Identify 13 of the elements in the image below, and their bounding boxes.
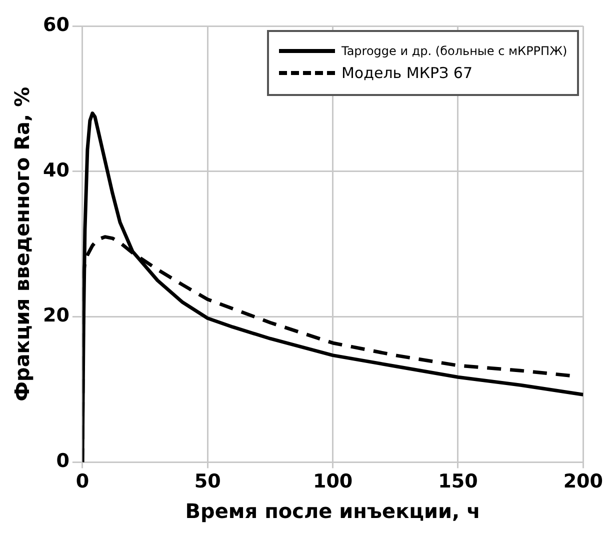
y-tick-label: 20 xyxy=(42,304,70,327)
y-tick-label: 40 xyxy=(42,159,70,182)
y-tick-label: 0 xyxy=(56,450,70,472)
x-tick-label: 100 xyxy=(312,470,353,493)
y-axis-title: Фракция введенного Ra, % xyxy=(10,86,34,402)
x-tick-label: 200 xyxy=(563,470,604,493)
y-tick-label: 60 xyxy=(42,14,70,36)
x-tick-label: 50 xyxy=(194,470,221,493)
x-tick-label: 0 xyxy=(76,470,90,493)
legend-label: Taprogge и др. (больные с мКРРПЖ) xyxy=(341,44,568,58)
x-axis-title: Время после инъекции, ч xyxy=(185,499,480,524)
legend-label: Модель МКРЗ 67 xyxy=(341,64,473,82)
x-tick-label: 150 xyxy=(438,470,478,493)
